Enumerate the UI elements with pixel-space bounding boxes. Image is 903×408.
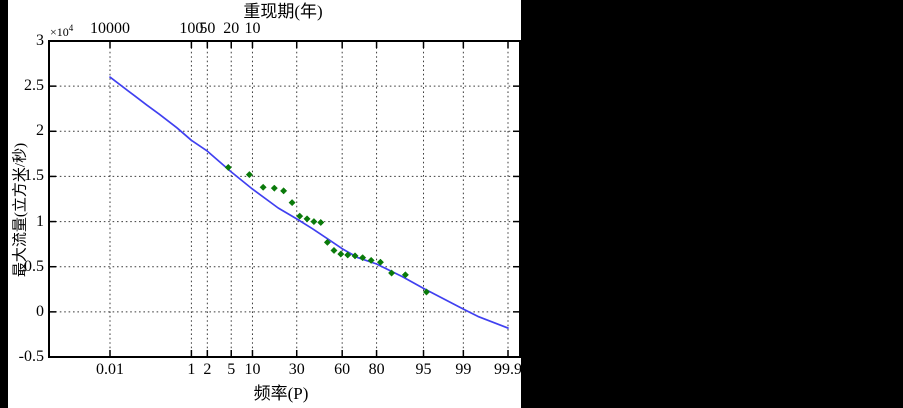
data-point-marker bbox=[401, 271, 409, 279]
y-axis-multiplier-exponent: 4 bbox=[68, 23, 74, 33]
y-tick-label: 1.5 bbox=[24, 167, 44, 185]
axes-border bbox=[48, 40, 521, 358]
y-tick-label: -0.5 bbox=[18, 348, 44, 365]
x-tick-label: 30 bbox=[288, 361, 305, 378]
data-point-marker bbox=[288, 199, 296, 207]
data-point-marker bbox=[359, 254, 367, 262]
top-tick-label: 100 bbox=[179, 20, 204, 37]
x-tick-label: 10 bbox=[244, 361, 261, 378]
y-axis-multiplier: ×104 bbox=[50, 23, 73, 40]
y-tick-label: 0.5 bbox=[24, 257, 44, 275]
top-tick-label: 50 bbox=[199, 20, 216, 37]
x-tick-label: 95 bbox=[415, 361, 432, 378]
x-tick-label: 0.01 bbox=[95, 361, 124, 378]
x-tick-label: 99 bbox=[455, 361, 472, 378]
x-tick-label: 5 bbox=[227, 361, 236, 378]
x-tick-label: 2 bbox=[203, 361, 212, 378]
y-tick-label: 3 bbox=[36, 32, 44, 49]
data-point-marker bbox=[422, 288, 431, 296]
top-tick-label: 10 bbox=[244, 20, 261, 37]
data-point-marker bbox=[330, 246, 338, 255]
top-tick-label: 10000 bbox=[89, 20, 130, 37]
data-point-marker bbox=[280, 187, 288, 195]
x-tick-label: 60 bbox=[334, 361, 351, 378]
top-axis-title: 重现期(年) bbox=[243, 2, 323, 21]
x-axis-label: 频率(P) bbox=[253, 384, 309, 403]
x-tick-label: 99.9 bbox=[493, 361, 522, 378]
right-black-region bbox=[521, 0, 903, 408]
data-point-marker bbox=[245, 171, 253, 179]
data-point-marker bbox=[259, 183, 267, 191]
x-tick-label: 1 bbox=[187, 361, 196, 378]
data-point-marker bbox=[337, 250, 345, 258]
data-point-marker bbox=[303, 215, 311, 223]
x-tick-label: 80 bbox=[368, 361, 385, 378]
top-tick-label: 20 bbox=[223, 20, 240, 37]
left-black-strip bbox=[0, 0, 8, 408]
y-axis-multiplier-base: ×10 bbox=[50, 25, 69, 39]
frequency-curve bbox=[109, 76, 509, 329]
plot-area bbox=[48, 40, 521, 358]
y-tick-label: 2 bbox=[36, 122, 44, 140]
data-point-marker bbox=[270, 184, 278, 192]
y-tick-label: 1 bbox=[36, 212, 44, 230]
data-point-marker bbox=[296, 212, 304, 220]
data-point-marker bbox=[224, 163, 232, 171]
y-tick-label: 0 bbox=[36, 302, 44, 320]
data-point-marker bbox=[317, 218, 325, 227]
data-point-marker bbox=[376, 258, 384, 266]
data-point-marker bbox=[367, 256, 375, 264]
chart-panel: 重现期(年) ×104 最大流量(立方米/秒) 频率(P) 10000 100 50… bbox=[8, 0, 522, 408]
data-point-marker bbox=[323, 238, 331, 246]
data-point-marker bbox=[388, 269, 396, 277]
y-tick-label: 2.5 bbox=[24, 77, 44, 95]
data-point-marker bbox=[351, 252, 359, 260]
data-point-marker bbox=[310, 218, 318, 226]
data-point-marker bbox=[344, 251, 352, 259]
